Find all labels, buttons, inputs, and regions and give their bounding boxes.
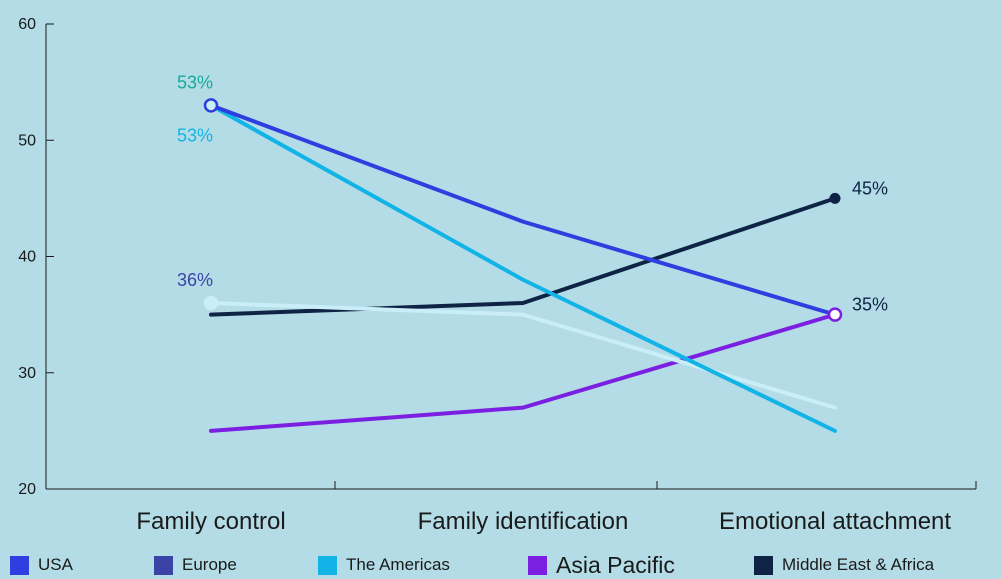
series-line-middle-east-africa [209,196,837,317]
legend-item-middle-east-africa: Middle East & Africa [754,552,934,578]
legend-item-usa: USA [10,552,73,578]
x-tick-label: Emotional attachment [719,508,951,535]
y-tick-label: 20 [18,481,36,498]
series-line-asia-pacific [209,312,837,433]
series-line-usa [209,103,837,317]
data-label: 35% [852,295,888,315]
legend-swatch [10,555,29,575]
legend-label: Middle East & Africa [782,555,935,574]
series-line-the-americas [209,103,837,433]
data-point-marker [829,192,841,204]
series-line-europe [209,301,837,410]
legend-swatch [154,555,173,575]
legend-swatch [754,555,773,575]
legend-label: Europe [182,555,237,574]
legend: USA Europe The Americas Asia Pacific Mid… [10,552,1001,578]
legend-label: Asia Pacific [556,551,675,578]
legend-item-the-americas: The Americas [318,552,450,578]
data-label: 45% [852,178,888,198]
data-point-marker [827,307,843,322]
series-lines [209,103,837,433]
x-tick-label: Family identification [418,508,629,535]
data-point-marker [203,295,219,311]
legend-item-asia-pacific: Asia Pacific [528,552,675,578]
legend-swatch [318,555,337,575]
y-tick-label: 30 [18,365,36,382]
legend-item-europe: Europe [154,552,237,578]
data-labels: 53% 53% 36% 45% 35% [177,72,888,314]
y-tick-label: 50 [18,132,36,149]
legend-swatch [528,555,547,575]
series-markers [203,98,843,322]
axes: 20 30 40 50 60 Family control Family identific… [18,16,977,535]
x-tick-label: Family control [136,508,285,535]
y-tick-label: 60 [18,16,36,33]
data-label: 53% [177,125,213,145]
data-label: 36% [177,270,213,290]
data-label: 53% [177,72,213,92]
chart: 20 30 40 50 60 Family control Family identific… [18,16,977,535]
legend-label: The Americas [346,555,450,574]
legend-label: USA [38,555,73,574]
y-tick-label: 40 [18,249,36,266]
data-point-marker [203,98,219,113]
